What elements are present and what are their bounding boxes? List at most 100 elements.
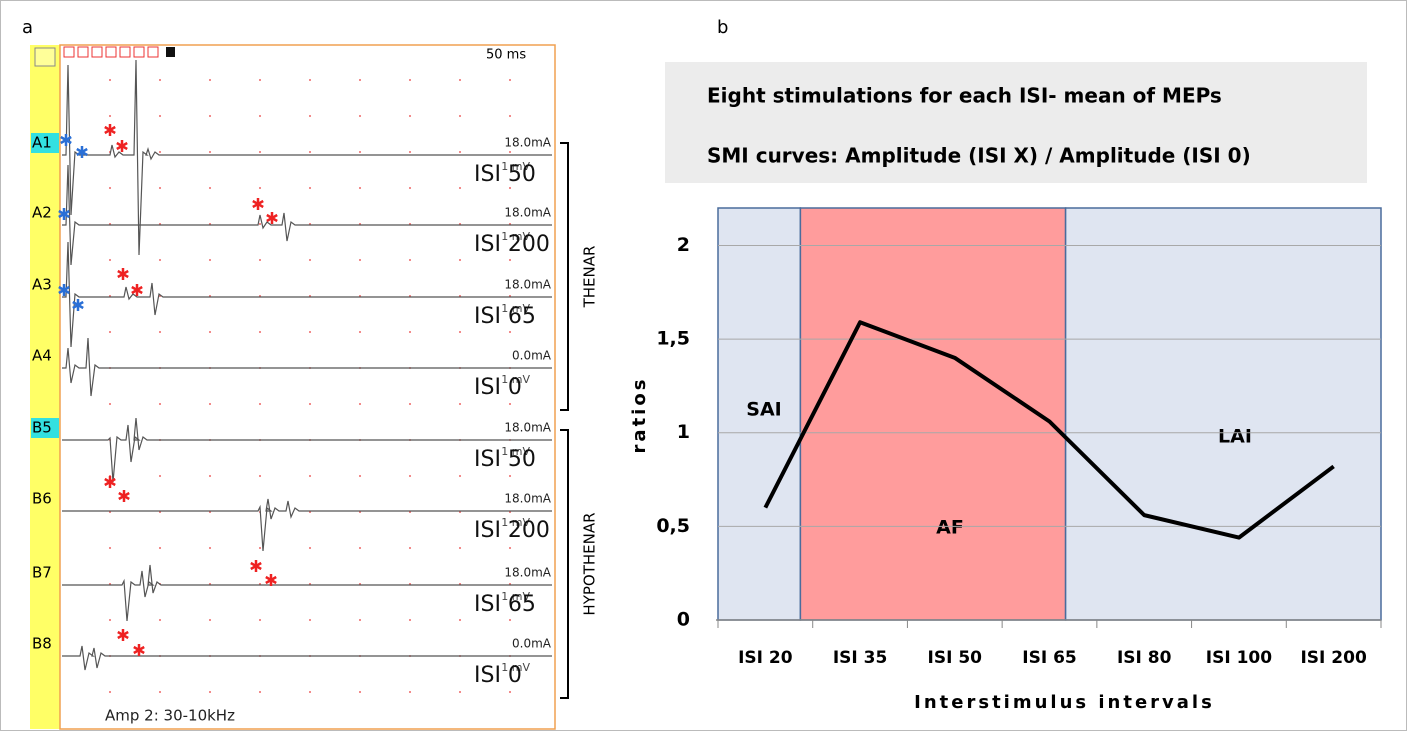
grid-dot xyxy=(409,151,411,153)
stim-current: 18.0mA xyxy=(504,421,551,435)
x-tick-label: ISI 35 xyxy=(833,648,887,668)
grid-dot xyxy=(359,403,361,405)
y-tick-label: 0,5 xyxy=(656,515,690,537)
grid-dot xyxy=(309,547,311,549)
grid-dot xyxy=(259,475,261,477)
grid-dot xyxy=(309,691,311,693)
y-tick-label: 1 xyxy=(677,421,690,443)
grid-dot xyxy=(509,403,511,405)
grid-dot xyxy=(359,619,361,621)
grid-dot xyxy=(109,259,111,261)
y-tick-label: 2 xyxy=(677,234,690,256)
region-label: AF xyxy=(936,517,964,539)
panel-label: a xyxy=(22,17,33,38)
isi-label: ISI 0 xyxy=(474,375,522,400)
grid-dot xyxy=(109,619,111,621)
grid-dot xyxy=(409,115,411,117)
grid-dot xyxy=(509,691,511,693)
amplifier: Amp 2: 30-10kHz xyxy=(105,707,235,725)
menu-icon[interactable] xyxy=(35,48,55,66)
figure: a b 50 msAmp 2: 30-10kHzA118.0mA1 mVISI … xyxy=(0,0,1407,731)
grid-dot xyxy=(309,331,311,333)
grid-dot xyxy=(409,331,411,333)
channel-label: B7 xyxy=(32,564,52,582)
grid-dot xyxy=(159,79,161,81)
grid-dot xyxy=(259,115,261,117)
grid-dot xyxy=(159,331,161,333)
region xyxy=(800,208,1065,620)
grid-dot xyxy=(509,151,511,153)
grid-dot xyxy=(159,403,161,405)
y-axis-title: ratios xyxy=(629,377,650,454)
grid-dot xyxy=(459,547,461,549)
stim-current: 18.0mA xyxy=(504,206,551,220)
grid-dot xyxy=(409,79,411,81)
grid-dot xyxy=(259,223,261,225)
grid-dot xyxy=(209,79,211,81)
grid-dot xyxy=(409,403,411,405)
channel-label: A4 xyxy=(32,347,52,365)
grid-dot xyxy=(509,187,511,189)
grid-dot xyxy=(109,691,111,693)
x-tick-label: ISI 80 xyxy=(1117,648,1172,668)
grid-dot xyxy=(209,691,211,693)
grid-dot xyxy=(259,547,261,549)
channel-label: B5 xyxy=(32,419,52,437)
grid-dot xyxy=(159,151,161,153)
stim-current: 18.0mA xyxy=(504,136,551,150)
channel-label: B8 xyxy=(32,635,52,653)
grid-dot xyxy=(459,475,461,477)
isi-label: ISI 50 xyxy=(474,162,536,187)
grid-dot xyxy=(109,547,111,549)
grid-dot xyxy=(259,403,261,405)
grid-dot xyxy=(459,691,461,693)
grid-dot xyxy=(259,619,261,621)
grid-dot xyxy=(209,187,211,189)
grid-dot xyxy=(309,79,311,81)
region xyxy=(1066,208,1381,620)
grid-dot xyxy=(209,619,211,621)
grid-dot xyxy=(259,79,261,81)
grid-dot xyxy=(309,259,311,261)
grid-dot xyxy=(509,259,511,261)
grid-dot xyxy=(359,115,361,117)
grid-dot xyxy=(359,331,361,333)
grid-dot xyxy=(359,547,361,549)
grid-dot xyxy=(459,331,461,333)
region-label: LAI xyxy=(1218,426,1252,448)
grid-dot xyxy=(109,79,111,81)
grid-dot xyxy=(359,79,361,81)
grid-dot xyxy=(509,115,511,117)
grid-dot xyxy=(459,619,461,621)
grid-dot xyxy=(259,331,261,333)
x-tick-label: ISI 100 xyxy=(1206,648,1272,668)
grid-dot xyxy=(109,115,111,117)
x-tick-label: ISI 200 xyxy=(1300,648,1366,668)
panel-label: b xyxy=(717,17,728,38)
isi-label: ISI 0 xyxy=(474,663,522,688)
grid-dot xyxy=(159,619,161,621)
grid-dot xyxy=(209,151,211,153)
grid-dot xyxy=(459,259,461,261)
grid-dot xyxy=(159,475,161,477)
x-tick-label: ISI 50 xyxy=(928,648,983,668)
grid-dot xyxy=(309,475,311,477)
grid-dot xyxy=(209,259,211,261)
header-line: SMI curves: Amplitude (ISI X) / Amplitud… xyxy=(707,144,1251,168)
time-scale: 50 ms xyxy=(486,48,526,63)
grid-dot xyxy=(209,475,211,477)
grid-dot xyxy=(109,331,111,333)
stim-current: 18.0mA xyxy=(504,492,551,506)
grid-dot xyxy=(409,259,411,261)
grid-dot xyxy=(309,187,311,189)
grid-dot xyxy=(209,115,211,117)
grid-dot xyxy=(159,115,161,117)
grid-dot xyxy=(509,547,511,549)
grid-dot xyxy=(409,475,411,477)
y-tick-label: 0 xyxy=(677,609,690,631)
grid-dot xyxy=(309,619,311,621)
grid-dot xyxy=(459,403,461,405)
grid-dot xyxy=(259,187,261,189)
grid-dot xyxy=(259,259,261,261)
stim-current: 18.0mA xyxy=(504,566,551,580)
